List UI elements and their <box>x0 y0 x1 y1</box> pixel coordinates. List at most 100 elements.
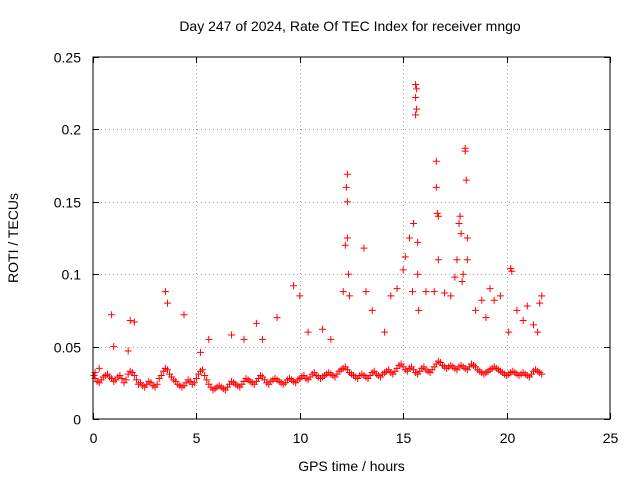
data-point <box>482 314 490 322</box>
data-point <box>422 288 430 296</box>
y-axis-label: ROTI / TECUs <box>5 193 21 283</box>
data-point <box>345 292 353 300</box>
data-point <box>447 292 455 300</box>
data-point <box>401 253 409 261</box>
data-point <box>463 234 471 242</box>
data-point <box>507 264 515 272</box>
data-point <box>458 277 466 285</box>
data-point <box>118 374 126 382</box>
data-point <box>505 328 513 336</box>
data-point <box>413 105 421 113</box>
data-point <box>362 288 370 296</box>
x-tick-label: 25 <box>603 430 619 446</box>
data-point <box>456 212 464 220</box>
data-point <box>95 364 103 372</box>
data-point <box>163 299 171 307</box>
data-point <box>343 234 351 242</box>
data-point <box>414 270 422 278</box>
data-point <box>122 376 130 384</box>
data-point <box>409 288 417 296</box>
x-axis-label: GPS time / hours <box>298 458 405 474</box>
data-point <box>205 335 213 343</box>
data-point <box>534 328 542 336</box>
x-tick-label: 20 <box>500 430 516 446</box>
data-point <box>344 270 352 278</box>
data-point <box>296 292 304 300</box>
data-point <box>463 256 471 264</box>
data-point <box>432 157 440 165</box>
data-point <box>434 256 442 264</box>
data-point <box>412 111 420 119</box>
data-point <box>360 244 368 252</box>
data-point <box>430 288 438 296</box>
data-point <box>304 328 312 336</box>
data-point <box>341 241 349 249</box>
data-point <box>252 319 260 327</box>
data-point <box>536 299 544 307</box>
axis-ticks: 0 5 10 15 20 25 0 0.05 0.1 0.15 0.2 0.25 <box>54 50 619 447</box>
y-tick-label: 0.15 <box>54 195 81 211</box>
data-point <box>130 372 138 380</box>
x-tick-label: 5 <box>193 430 201 446</box>
data-point <box>290 282 298 290</box>
data-point <box>381 328 389 336</box>
data-point <box>472 306 480 314</box>
data-point <box>455 220 463 228</box>
data-point <box>90 372 98 380</box>
data-point <box>342 183 350 191</box>
data-point <box>434 212 442 220</box>
data-point <box>339 288 347 296</box>
data-point <box>228 331 236 339</box>
data-point <box>180 311 188 319</box>
y-tick-label: 0.05 <box>54 340 81 356</box>
data-point <box>197 348 205 356</box>
data-point <box>343 198 351 206</box>
data-point <box>432 183 440 191</box>
data-point <box>190 379 198 387</box>
data-point <box>153 380 161 388</box>
data-point <box>462 176 470 184</box>
data-point <box>490 296 498 304</box>
data-point <box>124 347 132 355</box>
data-point <box>157 372 165 380</box>
data-point <box>203 376 211 384</box>
chart-title: Day 247 of 2024, Rate Of TEC Index for r… <box>179 18 521 34</box>
data-point <box>538 370 546 378</box>
data-point <box>441 289 449 297</box>
data-point <box>513 306 521 314</box>
grid <box>93 57 610 419</box>
data-point <box>399 266 407 274</box>
data-point <box>327 335 335 343</box>
data-point <box>108 311 116 319</box>
data-point <box>457 230 465 238</box>
data-point <box>393 285 401 293</box>
data-point <box>486 285 494 293</box>
data-point <box>319 325 327 333</box>
data-point <box>343 170 351 178</box>
y-tick-label: 0 <box>73 412 81 428</box>
data-point <box>496 292 504 300</box>
data-point <box>453 256 461 264</box>
data-points <box>90 81 546 394</box>
y-tick-label: 0.25 <box>54 50 81 66</box>
data-point <box>413 85 421 93</box>
data-point <box>538 292 546 300</box>
data-point <box>132 376 140 384</box>
y-tick-label: 0.1 <box>62 267 82 283</box>
data-point <box>508 267 516 275</box>
y-tick-label: 0.2 <box>62 122 82 138</box>
data-point <box>459 270 467 278</box>
data-point <box>412 94 420 102</box>
plot-frame <box>92 56 611 420</box>
data-point <box>529 321 537 329</box>
data-point <box>523 302 531 310</box>
data-point <box>259 335 267 343</box>
data-point <box>161 288 169 296</box>
data-point <box>368 306 376 314</box>
data-point <box>163 366 171 374</box>
data-point <box>199 366 207 374</box>
data-point <box>192 374 200 382</box>
data-point <box>126 317 134 325</box>
data-point <box>415 306 423 314</box>
